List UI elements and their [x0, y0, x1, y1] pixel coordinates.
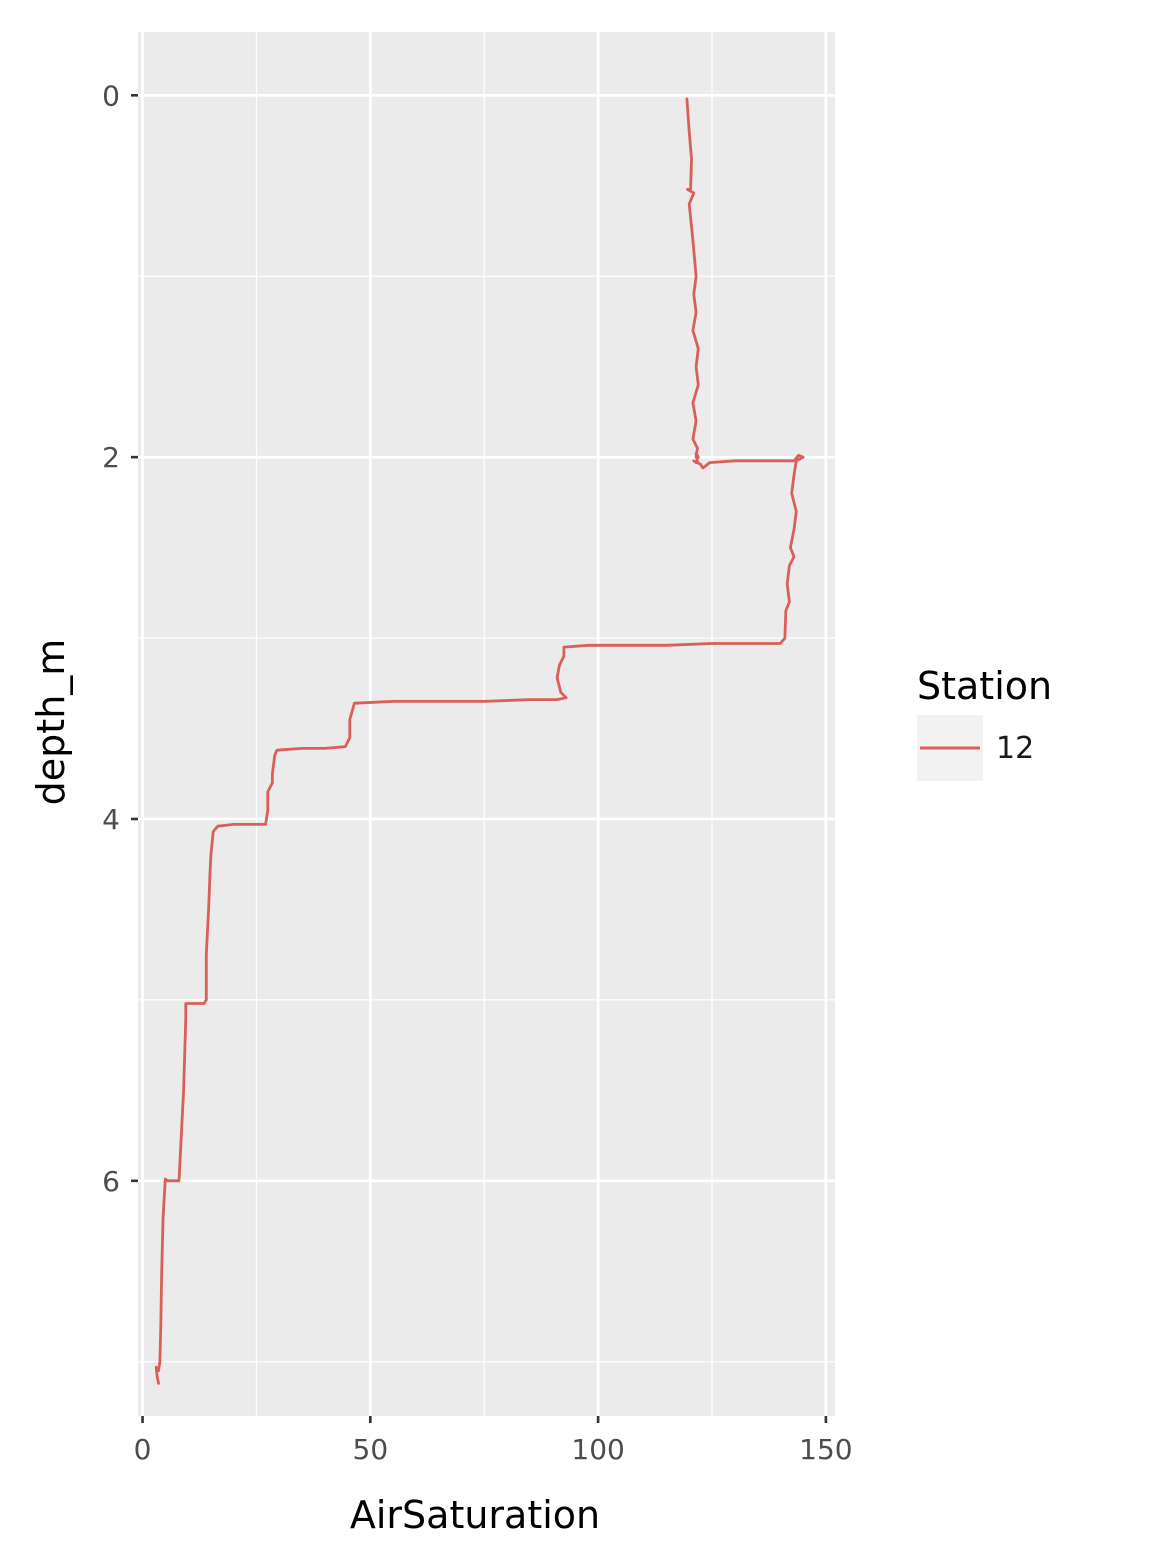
series-layer — [154, 97, 805, 1385]
x-tick-label: 50 — [353, 1433, 389, 1466]
plot-panel — [138, 32, 835, 1416]
y-axis: 0 2 4 6 — [102, 79, 138, 1198]
grid-major — [138, 32, 835, 1416]
y-tick-label: 0 — [102, 79, 120, 112]
y-tick-label: 2 — [102, 441, 120, 474]
legend: Station 12 — [917, 664, 1052, 781]
y-tick-label: 4 — [102, 803, 120, 836]
x-tick-label: 100 — [571, 1433, 624, 1466]
x-tick-label: 150 — [799, 1433, 852, 1466]
legend-label: 12 — [996, 731, 1034, 766]
y-axis-title: depth_m — [29, 639, 73, 806]
x-tick-label: 0 — [134, 1433, 152, 1466]
legend-title: Station — [917, 664, 1052, 708]
grid-minor — [138, 32, 835, 1416]
x-axis: 0 50 100 150 — [134, 1416, 853, 1466]
series-line-12 — [154, 97, 805, 1385]
y-tick-label: 6 — [102, 1165, 120, 1198]
x-axis-title: AirSaturation — [350, 1493, 600, 1537]
